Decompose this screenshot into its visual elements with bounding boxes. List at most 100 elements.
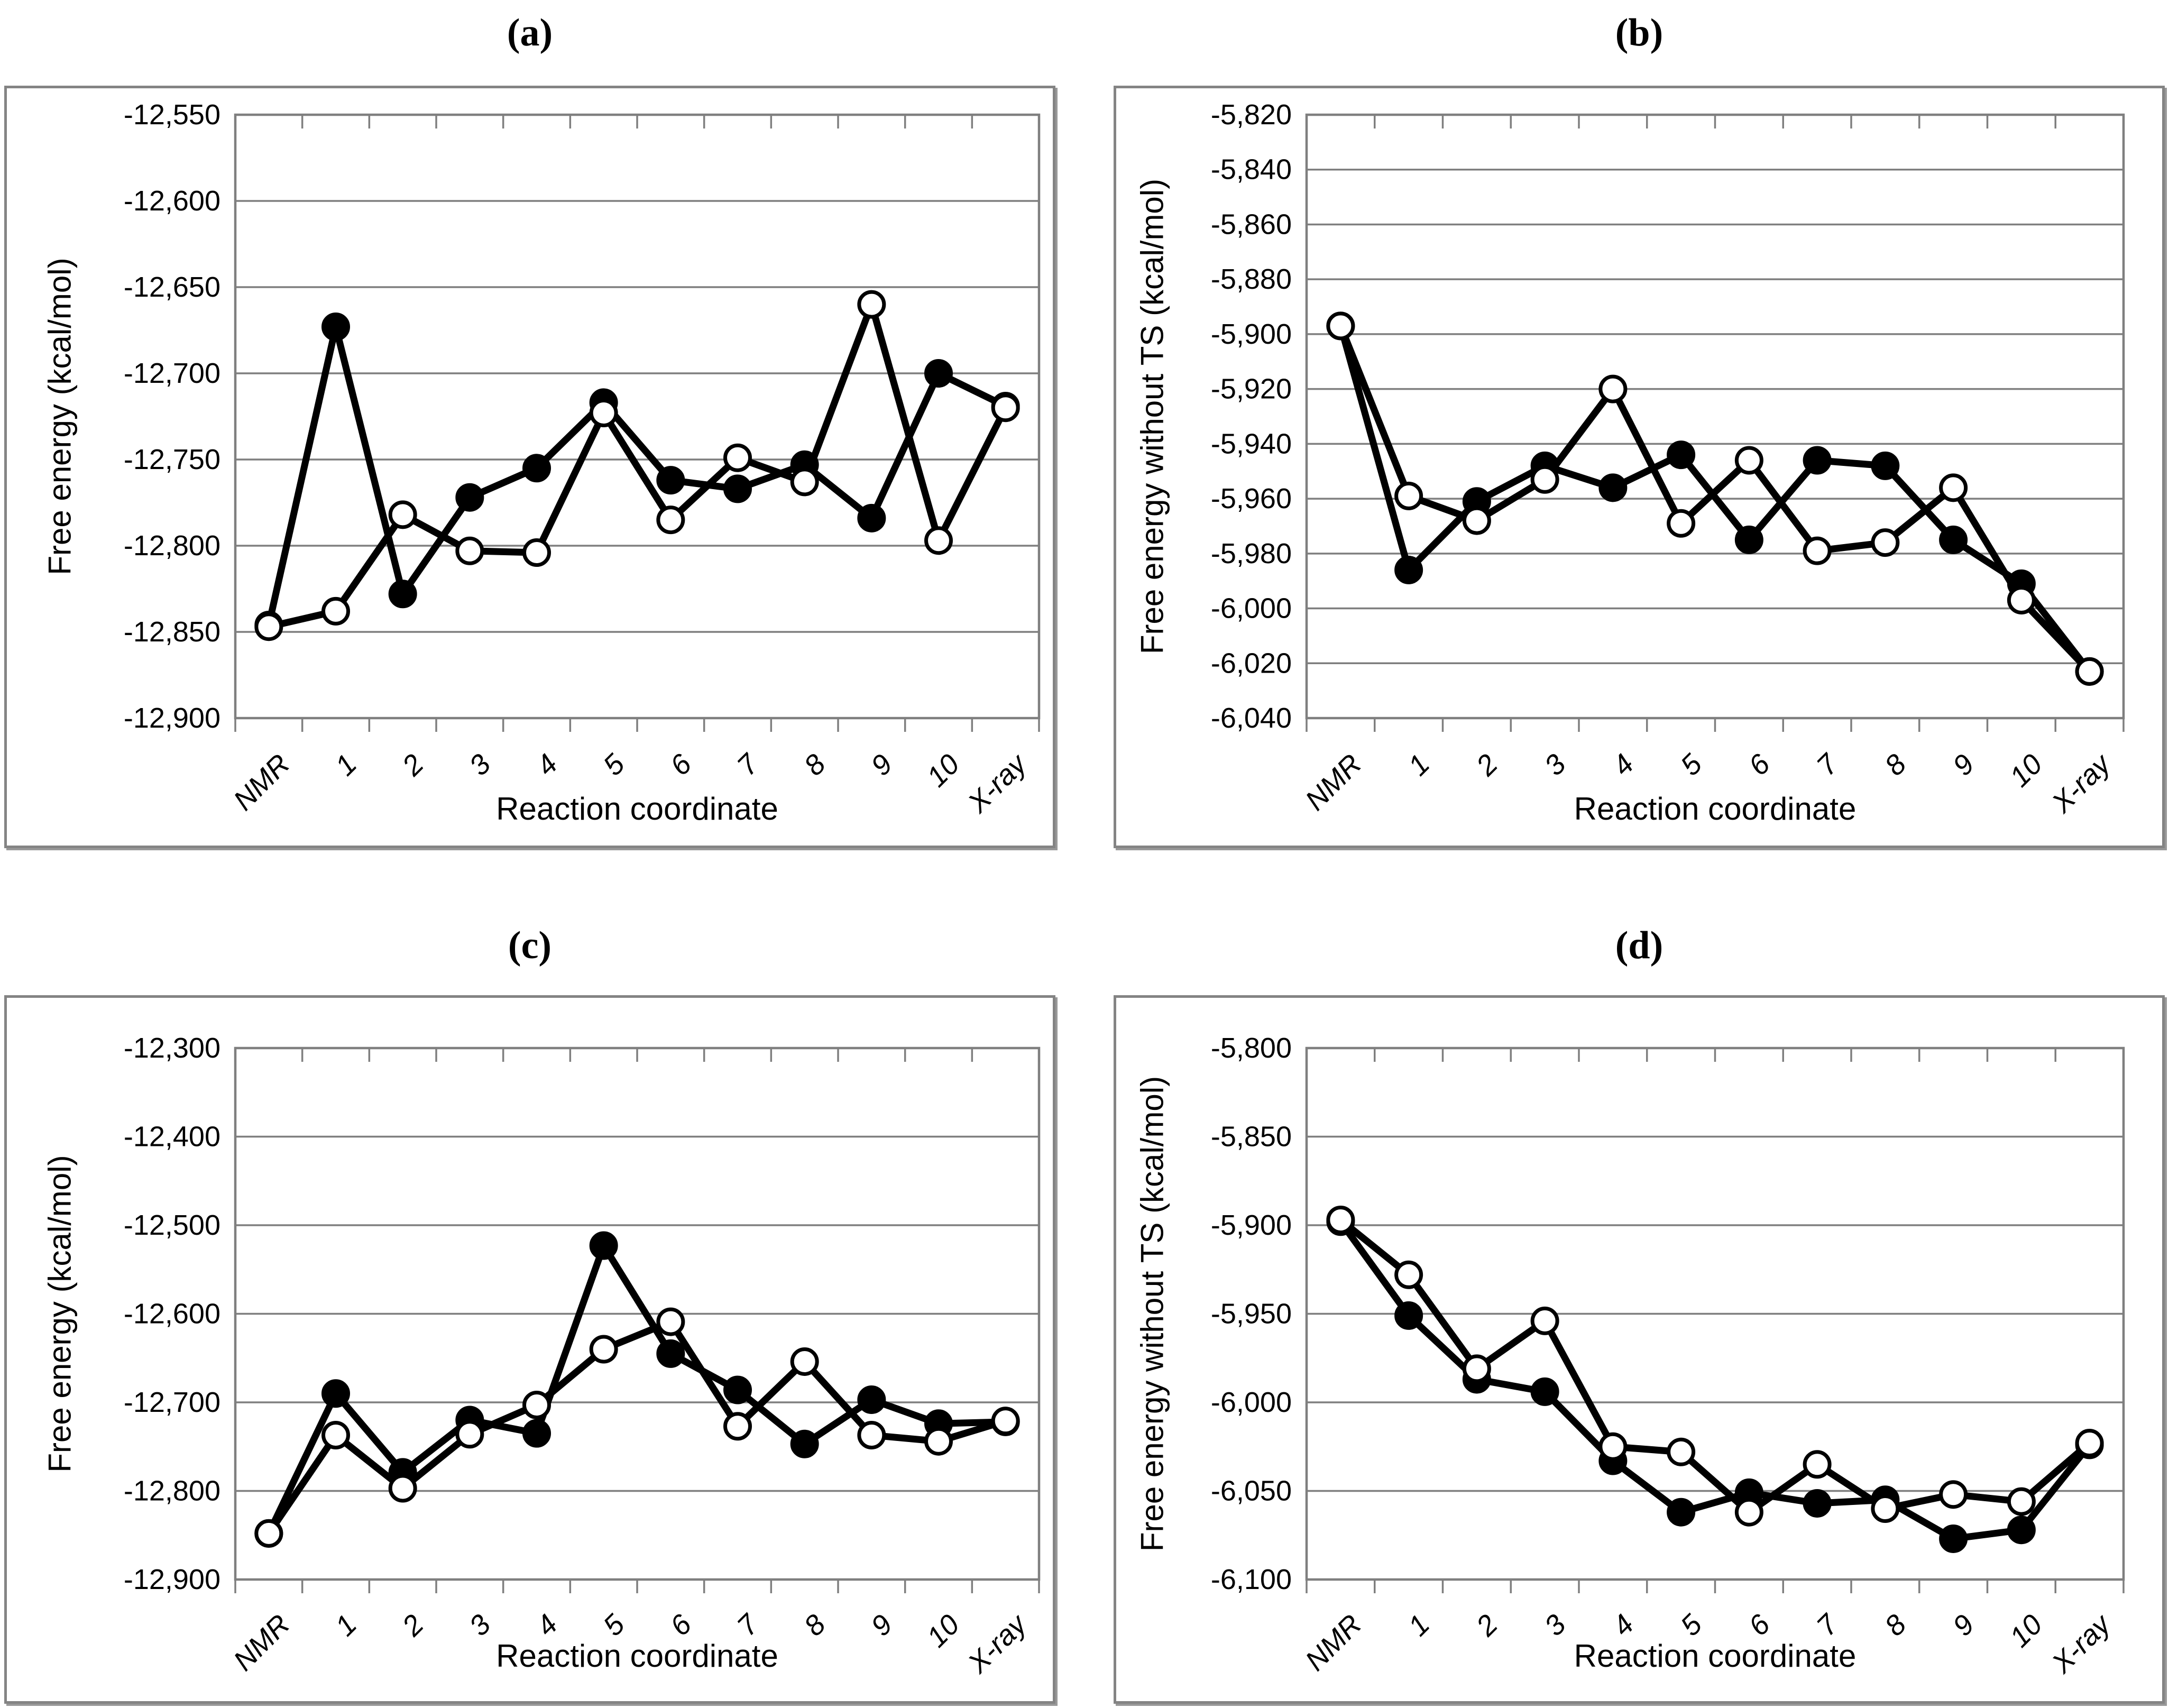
open-circle-marker <box>254 612 283 641</box>
filled-circle-marker <box>1667 440 1696 470</box>
filled-circle-marker <box>1667 1498 1696 1527</box>
x-tick-label: 2 <box>396 748 430 782</box>
category-ticks <box>234 1048 1040 1593</box>
x-tick-label: 1 <box>1402 748 1436 782</box>
open-circle-marker <box>790 467 819 497</box>
filled-circle-marker <box>321 312 350 341</box>
x-tick-label: 5 <box>597 748 631 782</box>
open-circle-marker <box>1530 465 1559 494</box>
open-circle-marker <box>455 1420 484 1449</box>
filled-circle-marker <box>388 580 417 609</box>
y-axis-title: Free energy (kcal/mol) <box>42 258 78 575</box>
open-circle-marker <box>991 1407 1020 1436</box>
x-axis-title: Reaction coordinate <box>496 1638 778 1674</box>
x-tick-label: NMR <box>227 748 296 816</box>
open-circle-marker <box>1939 473 1968 502</box>
y-tick-label: -12,700 <box>124 357 220 389</box>
panel-c-title: (c) <box>508 924 552 967</box>
y-tick-label: -5,900 <box>1211 318 1292 350</box>
x-axis-title: Reaction coordinate <box>496 791 778 827</box>
y-tick-label: -12,600 <box>124 1298 220 1330</box>
x-tick-label: 7 <box>1810 747 1845 782</box>
y-axis-title: Free energy (kcal/mol) <box>42 1155 78 1472</box>
y-tick-label: -5,860 <box>1211 208 1292 240</box>
y-tick-label: -12,900 <box>124 702 220 734</box>
panel-c: -12,300 -12,400 -12,500 -12,600 -12,700 -12,8… <box>4 995 1055 1704</box>
open-circle-marker <box>1803 1450 1832 1479</box>
panel-d-title: (d) <box>1615 924 1663 967</box>
filled-circle-marker <box>1803 446 1832 475</box>
open-circle-marker <box>991 393 1020 423</box>
open-circle-marker <box>1326 311 1355 341</box>
open-circle-marker <box>1871 528 1900 557</box>
filled-circle-marker <box>455 483 484 512</box>
y-tick-label: -12,850 <box>124 616 220 648</box>
filled-circle-marker <box>723 474 752 503</box>
open-circle-marker <box>589 398 618 427</box>
x-tick-label: 8 <box>798 1609 832 1642</box>
category-ticks <box>234 115 1040 732</box>
x-tick-label: 7 <box>731 1608 766 1642</box>
filled-circle-marker <box>1939 525 1968 554</box>
y-tick-label: -5,940 <box>1211 428 1292 460</box>
x-tick-label: 9 <box>1947 1609 1981 1642</box>
series-open-circles <box>1326 311 2104 686</box>
open-circle-marker <box>589 1335 618 1364</box>
x-tick-label: 3 <box>463 748 497 782</box>
filled-circle-marker <box>1734 525 1763 554</box>
filled-circle-marker <box>1871 451 1900 480</box>
open-circle-marker <box>388 1474 417 1503</box>
plot-border <box>1305 113 2125 720</box>
chart-a-canvas: -12,550 -12,600 -12,650 -12,700 -12,750 -12,8… <box>42 99 1041 827</box>
open-circle-marker <box>857 1420 886 1449</box>
x-tick-label: 10 <box>2003 1609 2048 1654</box>
open-circle-marker <box>1598 1432 1628 1461</box>
open-circle-marker <box>790 1347 819 1376</box>
y-tick-label: -5,900 <box>1211 1209 1292 1241</box>
x-axis-title: Reaction coordinate <box>1574 791 1856 827</box>
y-tick-label: -12,800 <box>124 530 220 562</box>
x-tick-label: X-ray <box>961 747 1034 820</box>
x-tick-label: 5 <box>597 1608 631 1642</box>
filled-circle-marker <box>857 1385 886 1414</box>
x-tick-label: 9 <box>865 1609 899 1642</box>
x-tick-label: 4 <box>1606 1609 1640 1642</box>
y-tick-label: -5,880 <box>1211 263 1292 295</box>
chart-d-canvas: -5,800 -5,850 -5,900 -5,950 -6,000 -6,050 -6,1… <box>1135 1032 2125 1680</box>
y-tick-label: -12,800 <box>124 1475 220 1507</box>
y-tick-label: -12,750 <box>124 444 220 475</box>
x-tick-label: 5 <box>1675 1608 1708 1642</box>
y-tick-label: -5,820 <box>1211 99 1292 131</box>
gridlines <box>235 200 1039 633</box>
x-tick-label: NMR <box>1299 1609 1367 1677</box>
x-tick-label: 1 <box>329 748 363 782</box>
open-circle-marker <box>1326 1205 1355 1234</box>
y-tick-label: -6,000 <box>1211 1386 1292 1418</box>
y-tick-label: -12,300 <box>124 1032 220 1064</box>
x-tick-label: X-ray <box>2045 747 2118 820</box>
filled-circle-marker <box>2007 1516 2036 1545</box>
open-circle-marker <box>1871 1494 1900 1523</box>
open-circle-marker <box>1598 374 1628 403</box>
filled-circle-marker <box>1530 1377 1559 1406</box>
open-circle-marker <box>2075 1429 2104 1458</box>
open-circle-marker <box>1734 1498 1763 1527</box>
x-tick-label: X-ray <box>961 1608 1034 1680</box>
open-circle-marker <box>1667 509 1696 538</box>
open-circle-marker <box>2007 1487 2036 1516</box>
filled-circle-marker <box>1939 1524 1968 1553</box>
filled-circle-marker <box>790 1429 819 1458</box>
gridlines <box>1307 1135 2124 1492</box>
y-axis-tick-labels: -12,300 -12,400 -12,500 -12,600 -12,700 -12,8… <box>124 1032 220 1595</box>
open-circle-marker <box>924 1427 953 1456</box>
x-tick-label: 10 <box>2003 748 2048 793</box>
x-tick-label: 10 <box>921 748 966 793</box>
y-tick-label: -5,850 <box>1211 1121 1292 1153</box>
chart-c-canvas: -12,300 -12,400 -12,500 -12,600 -12,700 -12,8… <box>42 1032 1041 1680</box>
y-tick-label: -5,960 <box>1211 483 1292 515</box>
open-circle-marker <box>388 500 417 529</box>
open-circle-marker <box>1462 506 1491 535</box>
panel-a-title: (a) <box>507 11 553 54</box>
open-circle-marker <box>656 506 685 535</box>
filled-circle-marker <box>924 359 953 388</box>
